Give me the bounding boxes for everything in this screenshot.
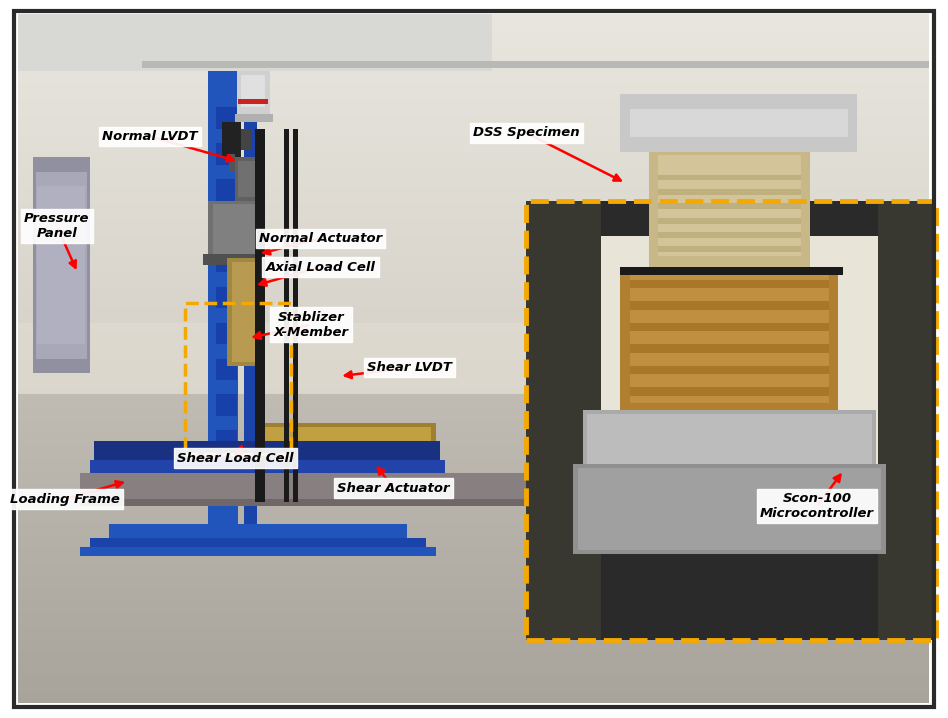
- Text: Normal LVDT: Normal LVDT: [102, 130, 197, 143]
- Text: Axial Load Cell: Axial Load Cell: [265, 261, 375, 274]
- Text: Shear Actuator: Shear Actuator: [337, 482, 449, 495]
- Text: Scon-100
Microcontroller: Scon-100 Microcontroller: [760, 493, 874, 520]
- Text: DSS Specimen: DSS Specimen: [473, 126, 579, 139]
- Bar: [185, 303, 291, 454]
- Text: Stablizer
X-Member: Stablizer X-Member: [273, 311, 349, 338]
- Text: Shear LVDT: Shear LVDT: [367, 361, 452, 374]
- Bar: [526, 201, 936, 640]
- Text: Pressure
Panel: Pressure Panel: [24, 213, 90, 240]
- Text: Loading Frame: Loading Frame: [9, 493, 119, 505]
- Text: Normal Actuator: Normal Actuator: [259, 232, 382, 245]
- Text: Shear Load Cell: Shear Load Cell: [177, 452, 293, 465]
